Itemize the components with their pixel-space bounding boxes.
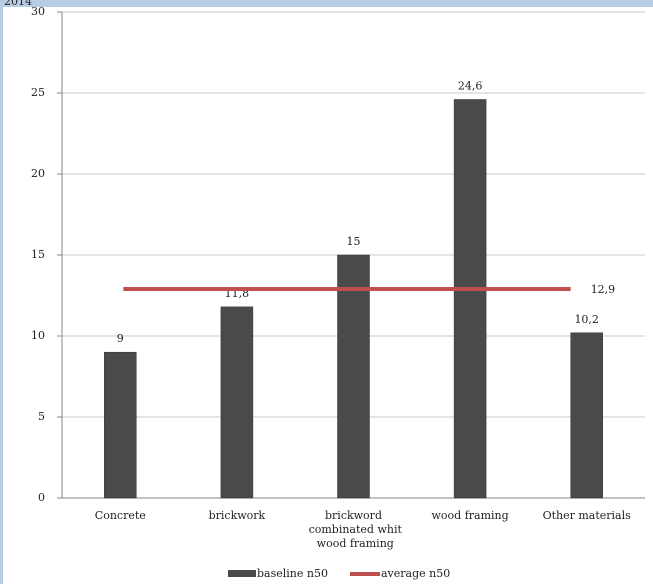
value-label: 24,6 bbox=[458, 79, 483, 92]
value-label: 15 bbox=[347, 235, 361, 248]
x-tick-label: Concrete bbox=[95, 509, 146, 522]
x-tick-label: brickword combinated whit wood framing bbox=[305, 509, 402, 550]
top-strip bbox=[0, 0, 653, 7]
bar bbox=[453, 99, 487, 499]
bar bbox=[570, 332, 603, 499]
y-tick-label: 10 bbox=[31, 329, 45, 342]
legend-swatch bbox=[228, 570, 256, 577]
legend-label: baseline n50 bbox=[257, 567, 328, 580]
y-tick-label: 20 bbox=[31, 167, 45, 180]
y-tick-label: 15 bbox=[31, 248, 45, 261]
x-tick-label: wood framing bbox=[432, 509, 509, 522]
x-tick-label: Other materials bbox=[543, 509, 632, 522]
y-tick-label: 25 bbox=[31, 86, 45, 99]
value-label: 9 bbox=[117, 332, 124, 345]
left-strip bbox=[0, 0, 3, 584]
legend-label: average n50 bbox=[381, 567, 450, 580]
x-tick-label: brickwork bbox=[209, 509, 266, 522]
bar bbox=[337, 254, 370, 499]
y-tick-label: 5 bbox=[38, 410, 45, 423]
value-label: 10,2 bbox=[574, 313, 599, 326]
header-text: 2014 bbox=[4, 0, 32, 8]
y-tick-label: 0 bbox=[38, 491, 45, 504]
y-tick-label: 30 bbox=[31, 5, 45, 18]
bar bbox=[220, 306, 254, 499]
bar bbox=[104, 351, 137, 499]
average-label: 12,9 bbox=[591, 283, 616, 296]
